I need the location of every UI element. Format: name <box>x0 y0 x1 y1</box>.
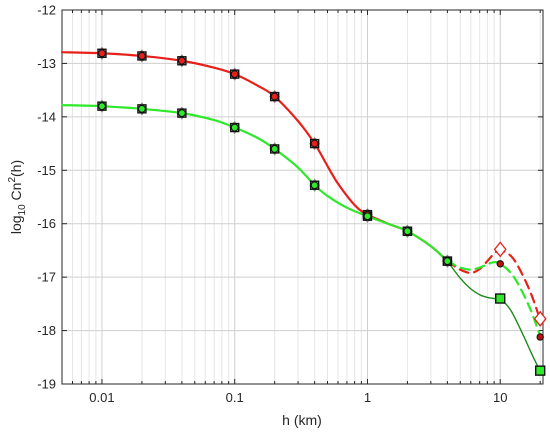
diamond-marker <box>493 241 507 258</box>
y-tick-label: -12 <box>37 3 56 18</box>
square-marker <box>230 69 240 79</box>
series-line-4 <box>446 260 542 338</box>
square-marker <box>269 144 280 154</box>
series-line-2 <box>60 104 449 263</box>
circle-marker <box>310 139 319 148</box>
circle-marker <box>98 102 106 111</box>
diamond-marker <box>533 310 547 327</box>
y-axis-label-sup: 2 <box>7 177 18 183</box>
square-marker <box>137 104 147 114</box>
series-line-1 <box>60 51 449 263</box>
y-tick-labels: -19 -18 -17 -16 -15 -14 -13 -12 <box>37 3 56 392</box>
square-marker <box>309 180 320 190</box>
y-tick-label: -15 <box>37 163 56 178</box>
y-tick-label: -17 <box>37 270 56 285</box>
y-axis-label-sub: 10 <box>17 204 28 216</box>
curves <box>60 51 542 372</box>
y-tick-label: -18 <box>37 323 56 338</box>
y-tick-label: -16 <box>37 216 56 231</box>
x-tick-labels: 0.01 0.1 1 10 <box>89 390 507 405</box>
square-marker <box>442 256 453 266</box>
circle-marker <box>270 145 279 153</box>
markers <box>96 46 547 376</box>
square-marker <box>309 138 320 149</box>
y-axis-label-mid: Cn <box>8 183 24 205</box>
circle-marker <box>443 257 452 266</box>
square-marker <box>137 51 147 61</box>
circle-marker <box>363 212 372 221</box>
square-marker <box>402 226 413 236</box>
square-marker <box>97 101 107 111</box>
circle-marker <box>177 109 186 118</box>
x-tick-label: 10 <box>493 390 507 405</box>
circle-marker <box>138 104 146 113</box>
y-tick-label: -13 <box>37 56 56 71</box>
circle-marker <box>536 333 544 341</box>
square-marker <box>495 293 506 304</box>
x-axis-label: h (km) <box>282 412 322 428</box>
y-axis-label: log10 Cn2(h) <box>7 160 28 234</box>
axis-ticks <box>61 9 543 385</box>
series-line-3 <box>446 249 542 321</box>
y-axis-label-base: log <box>8 215 24 234</box>
circle-marker <box>230 70 239 79</box>
circle-marker <box>403 227 412 236</box>
circle-marker <box>98 49 106 58</box>
circle-marker <box>230 123 239 132</box>
square-marker <box>230 122 240 133</box>
square-marker <box>269 91 280 102</box>
circle-marker <box>310 181 319 190</box>
y-tick-label: -19 <box>37 377 56 392</box>
y-tick-label: -14 <box>37 109 56 124</box>
plot-frame <box>61 9 544 385</box>
grid-minor <box>61 10 541 384</box>
x-tick-label: 1 <box>364 390 371 405</box>
square-marker <box>177 108 187 118</box>
circle-marker <box>270 92 279 101</box>
x-tick-label: 0.1 <box>226 390 244 405</box>
y-axis-label-tail: (h) <box>8 160 24 177</box>
square-marker <box>534 365 546 376</box>
square-marker <box>177 56 187 66</box>
circle-marker <box>138 52 146 60</box>
square-marker <box>97 48 107 58</box>
circle-marker <box>496 260 504 268</box>
x-tick-label: 0.01 <box>89 390 114 405</box>
circle-marker <box>177 56 186 65</box>
